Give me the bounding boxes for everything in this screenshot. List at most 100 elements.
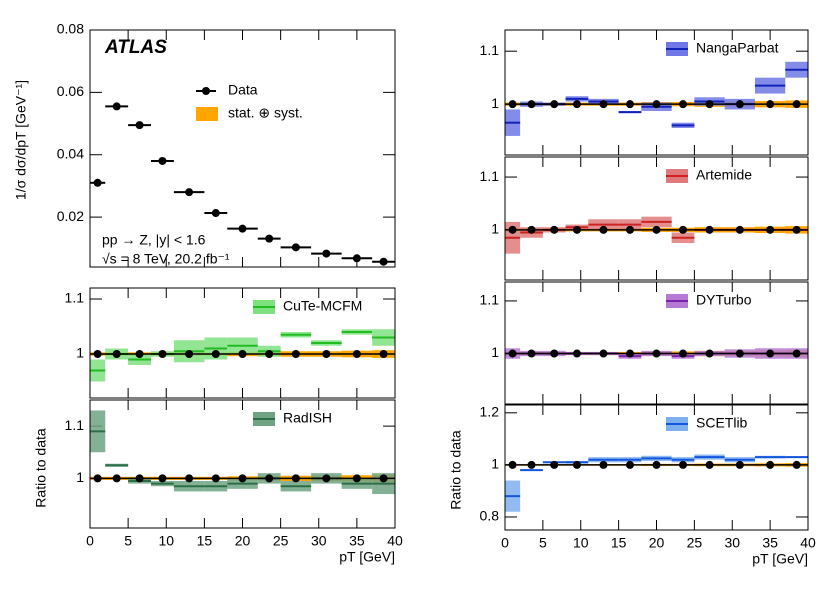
x-tick-label: 0 — [501, 535, 509, 551]
data-ratio-point — [550, 100, 559, 109]
data-ratio-point — [550, 349, 559, 358]
data-point — [93, 178, 102, 187]
data-ratio-point — [705, 100, 714, 109]
x-tick-label: 15 — [611, 535, 627, 551]
data-point — [352, 254, 361, 263]
data-ratio-point — [322, 474, 331, 483]
x-tick-label: 5 — [539, 535, 547, 551]
data-ratio-point — [508, 460, 517, 469]
data-ratio-point — [93, 350, 102, 358]
y-tick-label: 0.8 — [480, 508, 500, 524]
legend-label: stat. ⊕ syst. — [228, 105, 303, 121]
data-point — [238, 224, 247, 233]
data-ratio-point — [735, 100, 744, 109]
y-tick-label: 1 — [491, 221, 499, 237]
legend-label: Data — [228, 82, 258, 98]
data-ratio-point — [766, 225, 775, 234]
data-ratio-point — [158, 350, 167, 358]
panel-frame — [89, 29, 396, 268]
data-ratio-point — [652, 349, 661, 358]
panel-frame — [504, 281, 809, 405]
y-tick-label: 1.1 — [480, 42, 500, 58]
y-tick-label: 0.08 — [57, 21, 84, 37]
x-tick-label: 40 — [800, 535, 816, 551]
y-tick-label: 1.1 — [65, 417, 85, 433]
legend-label: CuTe-MCFM — [283, 298, 362, 314]
data-ratio-point — [652, 225, 661, 234]
data-ratio-point — [265, 474, 274, 483]
data-ratio-point — [766, 460, 775, 469]
data-ratio-point — [572, 460, 581, 469]
data-point — [112, 102, 121, 111]
data-ratio-point — [508, 225, 517, 234]
y-tick-label: 1.2 — [480, 404, 500, 420]
y-tick-label: 1.1 — [480, 292, 500, 308]
data-point — [135, 121, 144, 130]
x-axis-label: pT [GeV] — [752, 551, 808, 567]
data-ratio-point — [352, 474, 361, 483]
data-point — [185, 188, 194, 197]
annotation: pp → Z, |y| < 1.6 — [102, 232, 206, 248]
data-ratio-point — [792, 460, 801, 469]
data-ratio-point — [679, 460, 688, 469]
data-ratio-point — [238, 350, 247, 358]
legend-label: DYTurbo — [696, 292, 752, 308]
atlas-label: ATLAS — [104, 37, 167, 58]
y-axis-label: Ratio to data — [33, 428, 49, 508]
y-tick-label: 1 — [491, 95, 499, 111]
y-tick-label: 1.1 — [65, 290, 85, 306]
data-point — [265, 234, 274, 243]
y-tick-label: 0.02 — [57, 208, 84, 224]
data-ratio-point — [291, 474, 300, 483]
data-ratio-point — [735, 349, 744, 358]
data-ratio-point — [572, 349, 581, 358]
data-ratio-point — [679, 225, 688, 234]
data-ratio-point — [135, 350, 144, 358]
panel-frame — [504, 404, 809, 531]
data-ratio-point — [766, 100, 775, 109]
data-ratio-point — [625, 349, 634, 358]
data-ratio-point — [379, 474, 388, 483]
data-ratio-point — [792, 225, 801, 234]
data-ratio-point — [599, 349, 608, 358]
legend-label: Artemide — [696, 167, 752, 183]
data-ratio-point — [705, 460, 714, 469]
data-ratio-point — [599, 460, 608, 469]
y-tick-label: 0.06 — [57, 83, 84, 99]
data-ratio-point — [527, 225, 536, 234]
data-ratio-point — [766, 349, 775, 358]
data-point — [379, 257, 388, 266]
data-ratio-point — [527, 100, 536, 109]
x-tick-label: 10 — [573, 535, 589, 551]
data-ratio-point — [625, 100, 634, 109]
y-tick-label: 1 — [76, 469, 84, 485]
data-ratio-point — [211, 350, 220, 358]
x-tick-label: 0 — [86, 533, 94, 549]
data-ratio-point — [265, 350, 274, 358]
y-tick-label: 1.1 — [480, 168, 500, 184]
data-ratio-point — [679, 100, 688, 109]
panel-frame — [504, 156, 809, 281]
data-ratio-point — [112, 350, 121, 358]
data-ratio-point — [291, 350, 300, 358]
data-ratio-point — [93, 474, 102, 483]
x-tick-label: 5 — [124, 533, 132, 549]
data-ratio-point — [185, 474, 194, 483]
x-tick-label: 25 — [273, 533, 289, 549]
x-tick-label: 30 — [311, 533, 327, 549]
data-ratio-point — [625, 460, 634, 469]
x-tick-label: 25 — [687, 535, 703, 551]
data-ratio-point — [158, 474, 167, 483]
data-ratio-point — [792, 349, 801, 358]
x-tick-label: 15 — [197, 533, 213, 549]
data-ratio-point — [735, 225, 744, 234]
data-ratio-point — [508, 349, 517, 358]
data-ratio-point — [550, 460, 559, 469]
data-ratio-point — [652, 460, 661, 469]
y-tick-label: 1 — [491, 456, 499, 472]
data-ratio-point — [185, 350, 194, 358]
data-ratio-point — [652, 100, 661, 109]
data-ratio-point — [322, 350, 331, 358]
annotation: √s = 8 TeV, 20.2 fb⁻¹ — [102, 251, 230, 267]
